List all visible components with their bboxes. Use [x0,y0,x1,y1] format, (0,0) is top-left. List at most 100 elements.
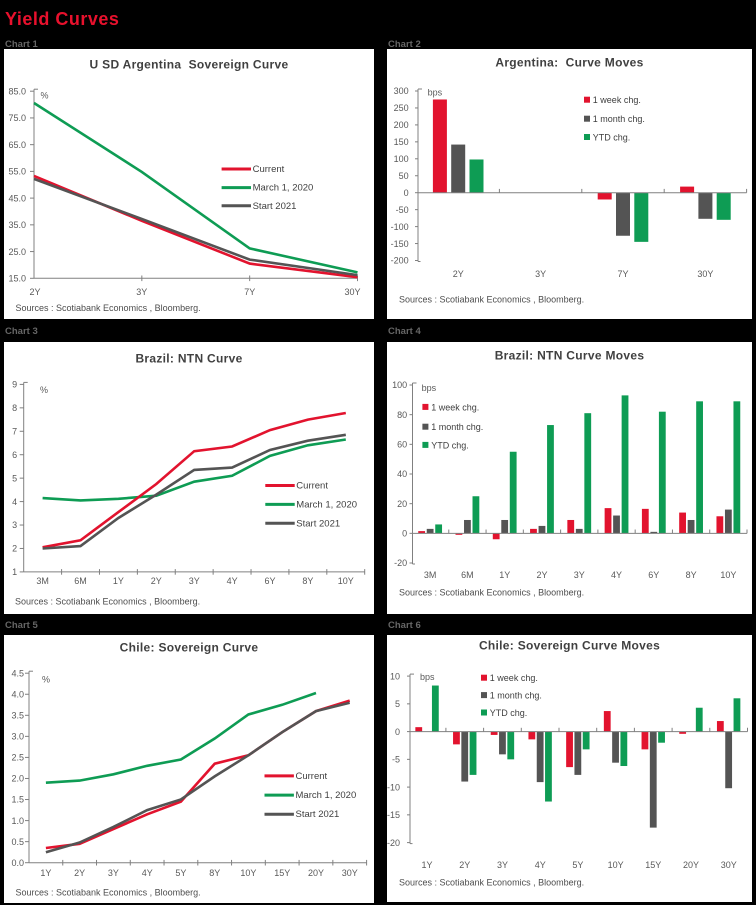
svg-text:3Y: 3Y [189,576,200,586]
svg-text:1Y: 1Y [499,570,510,580]
svg-text:1 month chg.: 1 month chg. [593,114,645,124]
svg-text:%: % [40,385,48,395]
svg-text:60: 60 [397,440,407,450]
svg-text:4: 4 [12,497,17,507]
svg-text:1Y: 1Y [113,576,124,586]
svg-text:75.0: 75.0 [8,113,26,123]
svg-text:35.0: 35.0 [8,220,26,230]
svg-text:bps: bps [428,88,443,98]
svg-text:March 1, 2020: March 1, 2020 [253,183,314,194]
svg-text:30Y: 30Y [697,269,713,279]
svg-text:Start 2021: Start 2021 [253,201,297,212]
svg-text:7Y: 7Y [244,287,255,297]
svg-text:2: 2 [12,544,17,554]
svg-text:10Y: 10Y [608,860,624,870]
svg-text:Sources : Scotiabank Economics: Sources : Scotiabank Economics , Bloombe… [399,588,584,598]
svg-text:4Y: 4Y [142,868,153,878]
svg-text:Argentina: Curve Moves: Argentina: Curve Moves [495,56,643,70]
svg-text:15Y: 15Y [274,868,290,878]
svg-text:-10: -10 [387,782,400,792]
svg-text:1 week chg.: 1 week chg. [490,673,538,683]
svg-text:-5: -5 [392,755,400,765]
svg-text:Brazil: NTN Curve Moves: Brazil: NTN Curve Moves [495,349,645,363]
svg-text:1 month chg.: 1 month chg. [490,691,542,701]
svg-text:1.5: 1.5 [11,795,24,805]
svg-text:3M: 3M [36,576,49,586]
svg-text:100: 100 [394,154,409,164]
svg-text:bps: bps [420,672,435,682]
svg-text:30Y: 30Y [344,287,360,297]
svg-text:U SD Argentina Sovereign Curv: U SD Argentina Sovereign Curve [90,58,289,72]
svg-text:-20: -20 [387,838,400,848]
svg-text:Current: Current [296,771,328,782]
svg-text:-20: -20 [394,558,407,568]
svg-text:Sources : Scotiabank Economics: Sources : Scotiabank Economics , Bloombe… [15,597,200,607]
svg-text:25.0: 25.0 [8,247,26,257]
svg-text:3M: 3M [424,570,437,580]
svg-text:7: 7 [12,427,17,437]
svg-text:1 week chg.: 1 week chg. [431,402,479,412]
svg-text:1Y: 1Y [40,868,51,878]
svg-text:6: 6 [12,450,17,460]
svg-text:150: 150 [394,137,409,147]
svg-text:YTD chg.: YTD chg. [431,440,469,450]
svg-text:8Y: 8Y [209,868,220,878]
svg-text:30Y: 30Y [721,860,737,870]
svg-text:2.0: 2.0 [11,774,24,784]
svg-text:15.0: 15.0 [8,274,26,284]
svg-text:3Y: 3Y [535,269,546,279]
svg-text:%: % [41,91,49,101]
svg-text:10Y: 10Y [338,576,354,586]
svg-text:-200: -200 [391,256,409,266]
svg-text:300: 300 [394,86,409,96]
svg-text:8: 8 [12,403,17,413]
svg-text:Current: Current [253,164,285,175]
svg-text:5Y: 5Y [175,868,186,878]
svg-text:250: 250 [394,103,409,113]
svg-text:Chile: Sovereign Curve Moves: Chile: Sovereign Curve Moves [479,639,660,653]
svg-text:-15: -15 [387,810,400,820]
svg-text:2.5: 2.5 [11,753,24,763]
svg-text:10Y: 10Y [240,868,256,878]
svg-text:30Y: 30Y [342,868,358,878]
svg-text:200: 200 [394,120,409,130]
svg-text:2Y: 2Y [459,860,470,870]
svg-text:3Y: 3Y [136,287,147,297]
svg-text:65.0: 65.0 [8,140,26,150]
svg-text:0.5: 0.5 [11,837,24,847]
svg-text:Current: Current [296,481,328,492]
svg-text:50: 50 [399,171,409,181]
svg-text:bps: bps [422,383,437,393]
svg-text:3: 3 [12,520,17,530]
svg-text:4Y: 4Y [227,576,238,586]
svg-text:2Y: 2Y [536,570,547,580]
svg-text:3Y: 3Y [497,860,508,870]
svg-text:4.0: 4.0 [11,690,24,700]
svg-text:5: 5 [395,699,400,709]
svg-text:8Y: 8Y [302,576,313,586]
svg-text:9: 9 [12,380,17,390]
svg-text:80: 80 [397,410,407,420]
svg-text:100: 100 [392,380,407,390]
svg-text:YTD chg.: YTD chg. [593,133,631,143]
svg-text:%: % [42,675,50,685]
svg-text:1 week chg.: 1 week chg. [593,95,641,105]
svg-text:2Y: 2Y [74,868,85,878]
svg-text:-150: -150 [391,239,409,249]
svg-text:1: 1 [12,567,17,577]
svg-text:Start 2021: Start 2021 [296,809,340,820]
svg-text:Sources : Scotiabank Economics: Sources : Scotiabank Economics , Bloombe… [16,303,201,313]
svg-text:-100: -100 [391,222,409,232]
svg-text:Sources : Scotiabank Economics: Sources : Scotiabank Economics , Bloombe… [16,888,201,898]
svg-text:6M: 6M [74,576,87,586]
svg-text:Sources : Scotiabank Economics: Sources : Scotiabank Economics , Bloombe… [399,295,584,305]
svg-text:8Y: 8Y [686,570,697,580]
svg-text:55.0: 55.0 [8,167,26,177]
svg-text:4Y: 4Y [535,860,546,870]
svg-text:1 month chg.: 1 month chg. [431,422,483,432]
svg-text:7Y: 7Y [617,269,628,279]
svg-text:2Y: 2Y [453,269,464,279]
svg-text:Sources : Scotiabank Economics: Sources : Scotiabank Economics , Bloombe… [399,878,584,888]
svg-text:2Y: 2Y [151,576,162,586]
svg-text:20: 20 [397,499,407,509]
